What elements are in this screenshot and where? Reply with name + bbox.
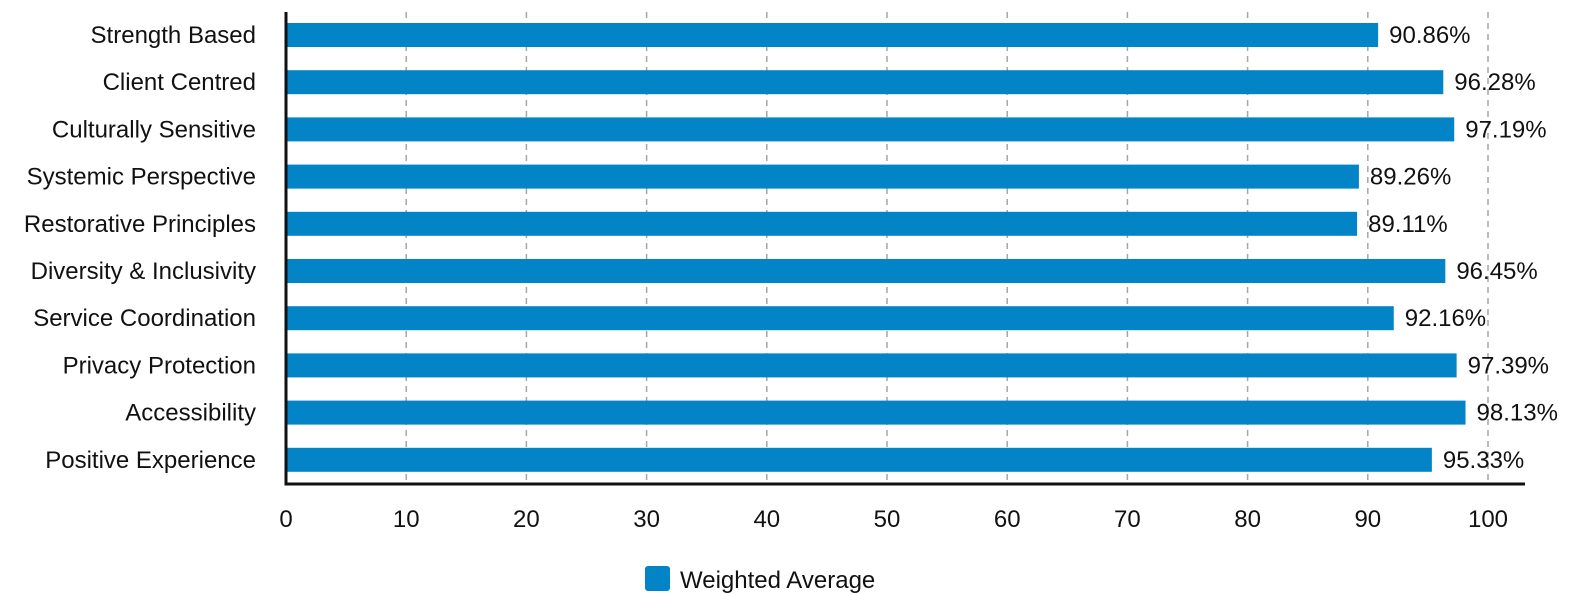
- category-labels: Strength Based Client Centred Culturally S…: [24, 22, 256, 474]
- data-labels: 90.86% 96.28% 97.19% 89.26% 89.11% 96.45% 92.1…: [1368, 22, 1558, 474]
- category-label: Culturally Sensitive: [52, 116, 256, 143]
- legend-label: Weighted Average: [680, 567, 875, 594]
- category-label: Diversity & Inclusivity: [31, 258, 256, 285]
- category-label: Privacy Protection: [63, 352, 256, 379]
- category-label: Service Coordination: [33, 305, 256, 332]
- legend-swatch: [645, 566, 670, 591]
- x-tick-label: 0: [279, 506, 292, 533]
- data-label: 95.33%: [1443, 447, 1524, 474]
- bar: [286, 164, 1359, 189]
- category-label: Systemic Perspective: [27, 164, 256, 191]
- data-label: 98.13%: [1477, 400, 1558, 427]
- data-label: 97.39%: [1468, 352, 1549, 379]
- bar: [286, 353, 1457, 378]
- data-label: 90.86%: [1389, 22, 1470, 49]
- x-tick-label: 70: [1114, 506, 1141, 533]
- bar: [286, 306, 1394, 331]
- x-tick-label: 40: [753, 506, 780, 533]
- x-tick-label: 50: [874, 506, 901, 533]
- bar: [286, 117, 1455, 142]
- bar: [286, 70, 1444, 95]
- data-label: 89.26%: [1370, 164, 1451, 191]
- category-label: Restorative Principles: [24, 211, 256, 238]
- category-label: Accessibility: [125, 400, 256, 427]
- data-label: 89.11%: [1368, 211, 1448, 238]
- x-tick-label: 100: [1468, 506, 1508, 533]
- category-label: Strength Based: [91, 22, 256, 49]
- x-tick-label: 30: [633, 506, 660, 533]
- category-label: Client Centred: [103, 69, 256, 96]
- axes: [284, 12, 1525, 486]
- bar: [286, 447, 1432, 472]
- bar: [286, 400, 1466, 425]
- bar: [286, 259, 1446, 283]
- data-label: 97.19%: [1465, 116, 1546, 143]
- bars: [286, 23, 1466, 472]
- x-tick-label: 80: [1234, 506, 1261, 533]
- data-label: 96.28%: [1454, 69, 1535, 96]
- x-tick-label: 60: [994, 506, 1021, 533]
- data-label: 92.16%: [1405, 305, 1486, 332]
- x-tick-label: 10: [393, 506, 420, 533]
- x-tick-labels: 0 10 20 30 40 50 60 70 80 90 100: [279, 506, 1508, 533]
- bar: [286, 23, 1379, 47]
- x-tick-label: 90: [1354, 506, 1381, 533]
- legend: Weighted Average: [645, 566, 875, 594]
- data-label: 96.45%: [1456, 258, 1537, 285]
- x-tick-label: 20: [513, 506, 540, 533]
- bar: [286, 211, 1358, 236]
- category-label: Positive Experience: [45, 447, 256, 474]
